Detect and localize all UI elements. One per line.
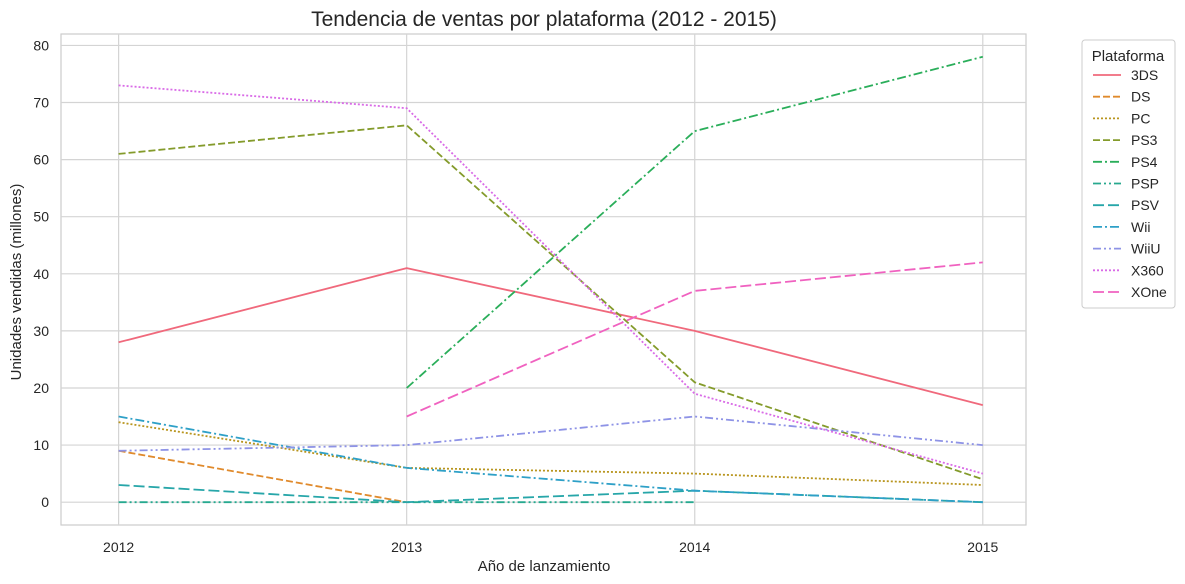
legend-label: PS3	[1131, 132, 1158, 148]
legend-item-psp: PSP	[1093, 176, 1159, 192]
legend-label: PSV	[1131, 197, 1160, 213]
series-line-ps3	[118, 124, 984, 481]
y-tick-label: 50	[33, 209, 49, 225]
legend-label: X360	[1131, 262, 1164, 278]
y-axis-title: Unidades vendidas (millones)	[8, 184, 25, 381]
legend-item-pc: PC	[1093, 110, 1150, 126]
x-tick-label: 2015	[967, 539, 998, 555]
legend-label: PSP	[1131, 176, 1159, 192]
series-line-wiiu	[118, 415, 983, 452]
y-tick-label: 80	[33, 37, 49, 53]
legend-label: XOne	[1131, 284, 1167, 300]
legend-frame	[1081, 39, 1176, 309]
legend-label: WiiU	[1131, 241, 1161, 257]
series-lines	[118, 55, 984, 504]
legend-label: 3DS	[1131, 67, 1158, 83]
series-line-wii	[118, 415, 983, 504]
legend-item-ps4: PS4	[1093, 154, 1158, 170]
series-line-psv	[118, 484, 983, 504]
y-tick-label: 70	[33, 95, 49, 111]
legend-item-psv: PSV	[1093, 197, 1160, 213]
legend: Plataforma 3DS DS PC PS3 PS4 PSP PSV Wii WiiU X36…	[1081, 39, 1176, 309]
series-line-pc	[118, 421, 983, 486]
chart-title: Tendencia de ventas por plataforma (2012…	[311, 8, 777, 31]
x-axis-ticks: 2012 2013 2014 2015	[103, 539, 999, 555]
y-tick-label: 10	[33, 437, 49, 453]
plot-frame	[60, 33, 1027, 526]
y-axis-ticks: 0 10 20 30 40 50 60 70 80	[33, 37, 49, 510]
series-line-ds	[118, 449, 407, 504]
legend-label: DS	[1131, 89, 1150, 105]
legend-item-x360: X360	[1093, 262, 1164, 278]
legend-item-xone: XOne	[1093, 284, 1167, 300]
legend-item-ds: DS	[1093, 89, 1150, 105]
y-tick-label: 40	[33, 266, 49, 282]
legend-item-wii: Wii	[1093, 219, 1150, 235]
y-tick-label: 20	[33, 380, 49, 396]
series-line-3ds	[118, 267, 984, 406]
x-axis-title: Año de lanzamiento	[478, 558, 611, 575]
legend-item-ps3: PS3	[1093, 132, 1158, 148]
x-tick-label: 2012	[103, 539, 134, 555]
legend-items: 3DS DS PC PS3 PS4 PSP PSV Wii WiiU X360 XOne	[1093, 67, 1167, 300]
legend-title: Plataforma	[1092, 48, 1165, 65]
legend-item-wiiu: WiiU	[1093, 241, 1161, 257]
legend-label: PC	[1131, 110, 1150, 126]
legend-item-3ds: 3DS	[1093, 67, 1158, 83]
x-tick-label: 2013	[391, 539, 422, 555]
series-line-x360	[118, 84, 984, 475]
y-tick-label: 0	[41, 494, 49, 510]
grid	[60, 33, 1027, 526]
x-tick-label: 2014	[679, 539, 710, 555]
legend-label: Wii	[1131, 219, 1150, 235]
legend-label: PS4	[1131, 154, 1158, 170]
series-line-ps4	[406, 55, 984, 389]
y-tick-label: 60	[33, 152, 49, 168]
y-tick-label: 30	[33, 323, 49, 339]
